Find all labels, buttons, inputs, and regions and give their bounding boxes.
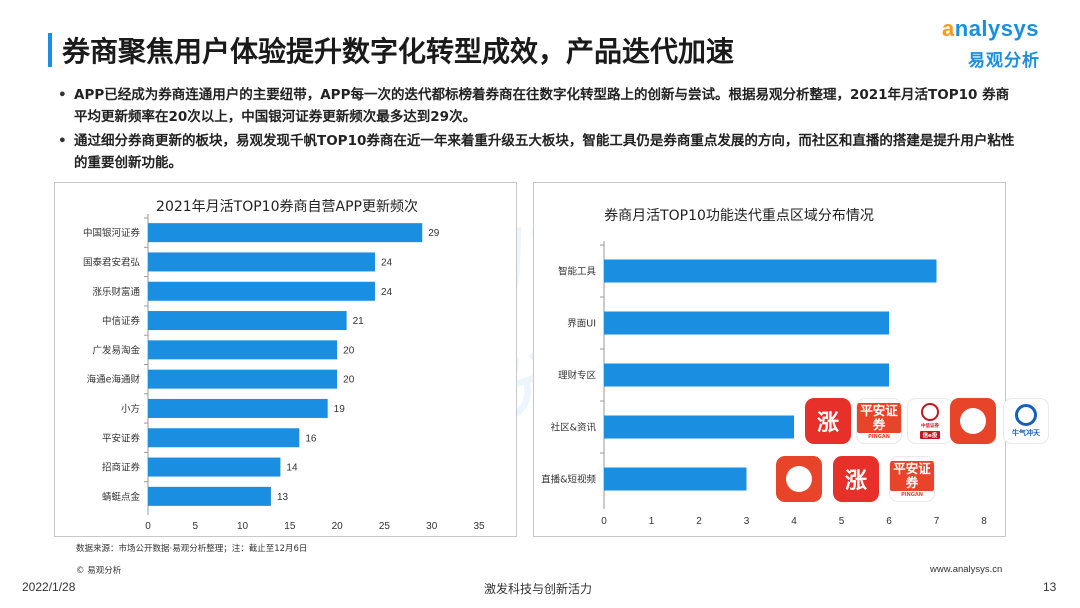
zhangle-icon-text: 涨 (816, 411, 839, 436)
x-tick-label: 25 (379, 521, 391, 532)
logo-cn-text: 易观分析 (968, 51, 1040, 71)
logo-en-text: nalysys (954, 16, 1039, 41)
bar (604, 363, 889, 387)
data-label: 16 (305, 433, 317, 444)
data-label: 19 (334, 404, 346, 415)
data-label: 29 (428, 228, 440, 239)
x-tick-label: 0 (601, 516, 607, 527)
category-label: 招商证券 (102, 462, 141, 474)
chart-title: 2021年月活TOP10券商自营APP更新频次 (156, 199, 418, 215)
pingan-icon-text: 平安证券 (890, 460, 934, 491)
bar (604, 467, 747, 491)
niuqi-icon-text: 牛气冲天 (1012, 429, 1040, 437)
category-label: 国泰君安君弘 (83, 256, 141, 268)
niuqi-app-icon: 牛气冲天 (1003, 398, 1049, 444)
x-tick-label: 20 (332, 521, 344, 532)
category-label: 小方 (121, 403, 140, 415)
website-link[interactable]: www.analysys.cn (930, 564, 1003, 575)
title-accent-bar (48, 33, 52, 67)
thumb-icon-shape (960, 408, 986, 434)
thumb-app-icon (950, 398, 996, 444)
pingan-icon-sub: PINGAN (868, 433, 890, 440)
x-tick-label: 35 (473, 521, 485, 532)
category-label: 界面UI (567, 319, 596, 330)
thumb-icon-shape (786, 466, 812, 492)
summary-bullets: APP已经成为券商连通用户的主要纽带，APP每一次的迭代都标榜着券商在往数字化转… (58, 84, 1018, 176)
feature-distribution-chart-panel: 券商月活TOP10功能迭代重点区域分布情况智能工具界面UI 理财专区社区&资讯直播… (533, 182, 1006, 537)
data-label: 20 (343, 345, 355, 356)
pingan-app-icon: 平安证券 PINGAN (889, 456, 935, 502)
category-label: 社区&资讯 (551, 422, 597, 434)
data-source-note: 数据来源：市场公开数据·易观分析整理；注：截止至12月6日 (76, 544, 308, 554)
bar (148, 281, 375, 301)
copyright-note: © 易观分析 (76, 566, 122, 576)
category-label: 中信证券 (102, 315, 141, 327)
page-title: 券商聚焦用户体验提升数字化转型成效，产品迭代加速 (62, 35, 735, 68)
logo-a-mark: a (942, 16, 955, 41)
bar (148, 457, 281, 477)
data-label: 24 (381, 257, 393, 268)
category-label: 海通e海通财 (87, 374, 141, 386)
thumb-app-icon (776, 456, 822, 502)
bar (148, 369, 338, 389)
citic-app-icon: 中信证券 信e投 (907, 398, 953, 444)
x-tick-label: 5 (839, 516, 845, 527)
category-label: 广发易淘金 (92, 344, 140, 356)
page-number: 13 (1043, 580, 1057, 594)
analysys-logo: analysys 易观分析 (942, 16, 1062, 72)
bar (604, 311, 889, 335)
x-tick-label: 15 (284, 521, 296, 532)
zhangle-app-icon: 涨 (805, 398, 851, 444)
category-label: 蜻蜓点金 (102, 491, 141, 503)
category-label: 智能工具 (558, 266, 597, 278)
footer-slogan: 激发科技与创新活力 (484, 582, 593, 596)
bar (148, 340, 338, 360)
category-label: 涨乐财富通 (92, 286, 140, 298)
x-tick-label: 3 (744, 516, 750, 527)
chart-title: 券商月活TOP10功能迭代重点区域分布情况 (604, 208, 874, 224)
category-label: 直播&短视频 (541, 474, 596, 486)
bar (148, 486, 271, 506)
x-tick-label: 0 (145, 521, 151, 532)
zhangle-icon-text: 涨 (844, 469, 867, 494)
category-label: 中国银河证券 (83, 227, 141, 239)
citic-icon-tag: 信e投 (919, 431, 941, 439)
bullet-item: APP已经成为券商连通用户的主要纽带，APP每一次的迭代都标榜着券商在往数字化转… (58, 84, 1018, 128)
citic-icon-sub: 中信证券 (921, 424, 939, 429)
x-tick-label: 30 (426, 521, 438, 532)
pingan-app-icon: 平安证券 PINGAN (856, 398, 902, 444)
bar (148, 311, 347, 331)
x-tick-label: 10 (237, 521, 249, 532)
x-tick-label: 4 (791, 516, 797, 527)
pingan-icon-text: 平安证券 (857, 402, 901, 433)
footer-date: 2022/1/28 (22, 580, 76, 594)
x-tick-label: 7 (934, 516, 940, 527)
bar (148, 398, 328, 418)
x-tick-label: 5 (193, 521, 199, 532)
x-tick-label: 2 (696, 516, 702, 527)
niuqi-globe-icon (1015, 404, 1037, 426)
bar (148, 252, 375, 272)
data-label: 13 (277, 492, 289, 503)
data-label: 21 (353, 316, 365, 327)
category-label: 平安证券 (102, 432, 141, 444)
bar (148, 223, 423, 243)
citic-logo-ring (921, 403, 939, 421)
category-label: 理财专区 (558, 370, 597, 382)
pingan-icon-sub: PINGAN (901, 491, 923, 498)
zhangle-app-icon: 涨 (833, 456, 879, 502)
bar (604, 259, 937, 283)
update-frequency-chart-panel: 2021年月活TOP10券商自营APP更新频次中国银河证券 29 国泰君安君弘 24 涨… (54, 182, 517, 537)
bar (604, 415, 794, 439)
x-tick-label: 1 (649, 516, 655, 527)
x-tick-label: 6 (886, 516, 892, 527)
data-label: 24 (381, 287, 393, 298)
bullet-item: 通过细分券商更新的板块，易观发现千帆TOP10券商在近一年来着重升级五大板块，智… (58, 130, 1018, 174)
data-label: 20 (343, 375, 355, 386)
x-tick-label: 8 (981, 516, 987, 527)
data-label: 14 (286, 463, 298, 474)
bar (148, 428, 300, 448)
